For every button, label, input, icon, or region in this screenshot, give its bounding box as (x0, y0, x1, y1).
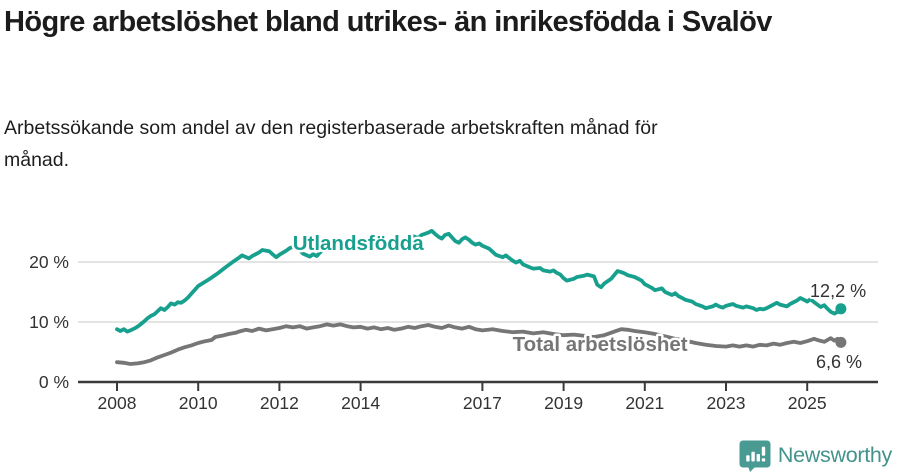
newsworthy-logo-icon (739, 440, 771, 472)
x-tick-label: 2008 (98, 393, 137, 413)
footer-branding: Newsworthy (739, 439, 892, 472)
series-label-utlandsfodda: Utlandsfödda (293, 232, 425, 255)
end-value-label-utlandsfodda: 12,2 % (810, 281, 866, 301)
chart-subtitle: Arbetssökande som andel av den registerb… (4, 117, 658, 171)
x-tick-label: 2012 (260, 393, 299, 413)
x-tick-label: 2025 (788, 393, 827, 413)
newsworthy-logo-text: Newsworthy (777, 443, 892, 467)
chart-canvas: 0 % 10 % 20 % 2008 2010 2012 2014 2017 2019 2021 2… (29, 228, 878, 413)
y-tick-label: 20 % (29, 252, 69, 272)
y-tick-label: 0 % (39, 372, 69, 392)
series-end-dot-total (835, 336, 847, 348)
x-tick-label: 2010 (179, 393, 218, 413)
page-title: Högre arbetslöshet bland utrikes- än inr… (4, 6, 772, 38)
end-value-label-total: 6,6 % (816, 352, 862, 372)
x-tick-label: 2023 (707, 393, 746, 413)
series-line-total (115, 322, 843, 366)
line-chart: 0 % 10 % 20 % 2008 2010 2012 2014 2017 2019 2021 2… (0, 215, 900, 415)
series-end-dot-utlandsfodda (835, 303, 847, 315)
x-tick-label: 2019 (544, 393, 583, 413)
x-tick-label: 2021 (625, 393, 664, 413)
x-tick-label: 2017 (463, 393, 502, 413)
series-label-total: Total arbetslöshet (513, 333, 688, 356)
y-tick-label: 10 % (29, 312, 69, 332)
series-line-utlandsfodda (115, 228, 843, 334)
x-tick-label: 2014 (341, 393, 380, 413)
